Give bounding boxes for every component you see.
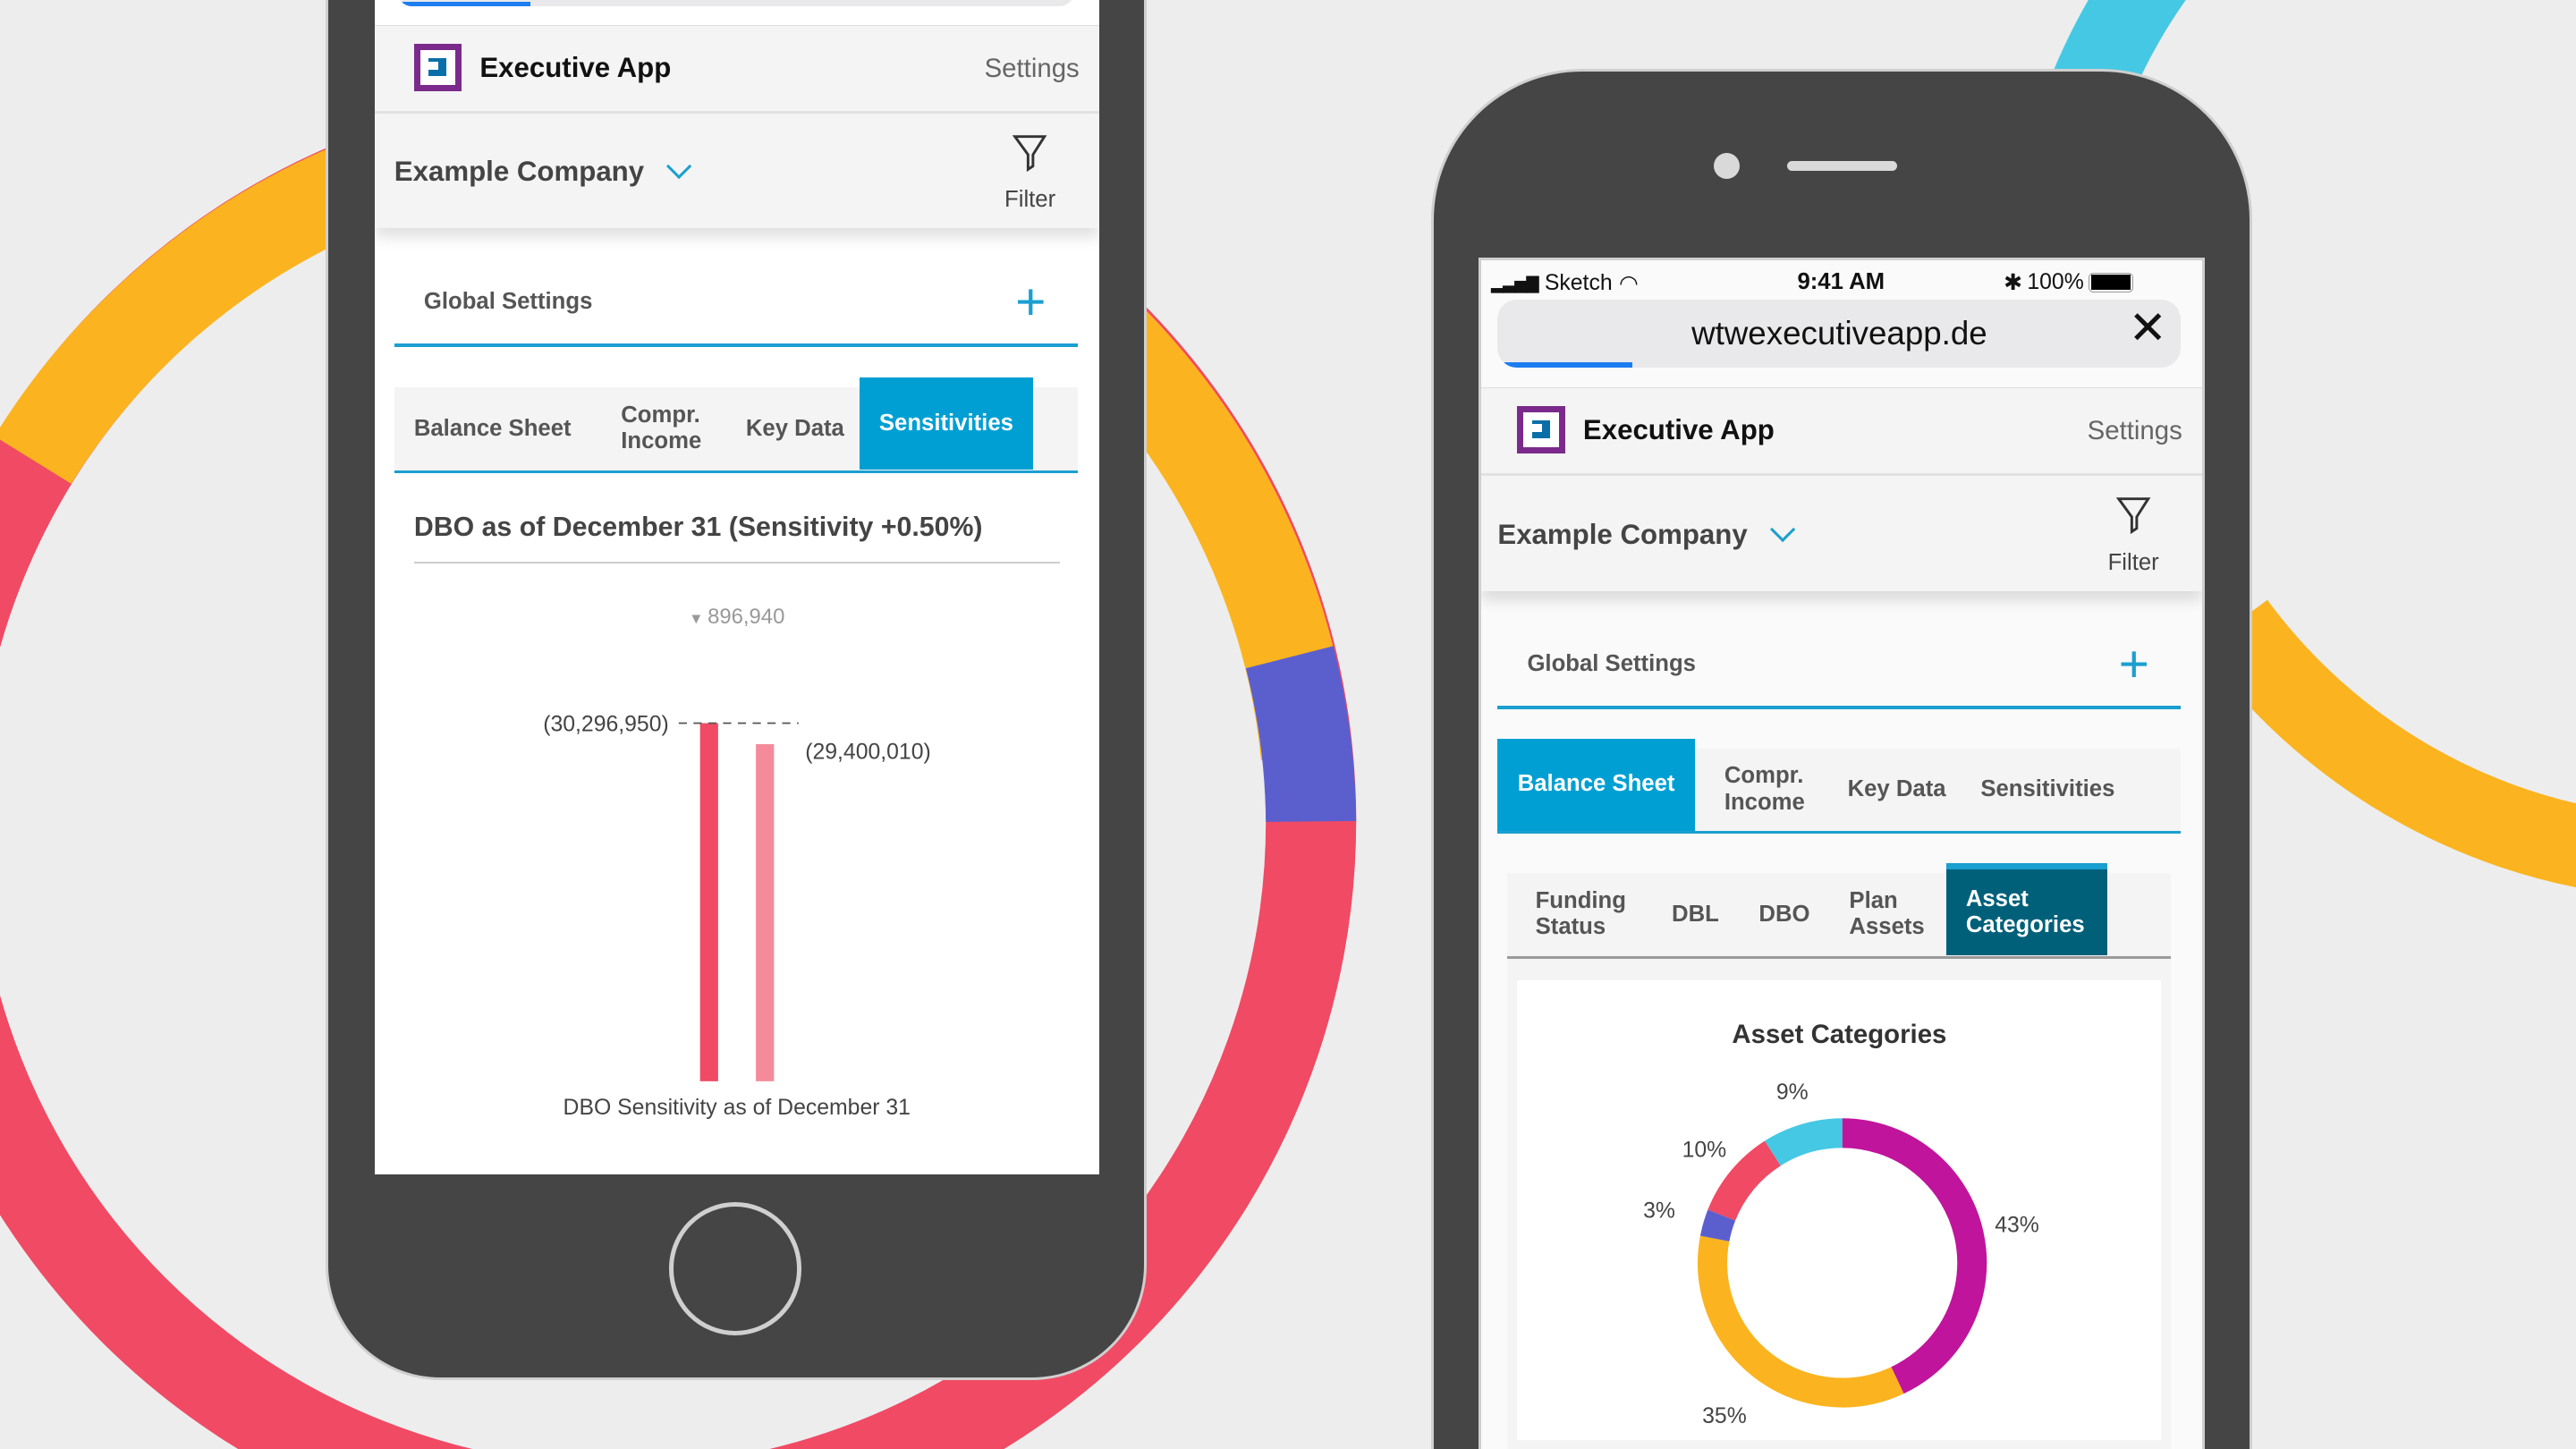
tab-balance-sheet[interactable]: Balance Sheet (1497, 738, 1695, 831)
bar-label-0: (30,296,950) (543, 712, 669, 736)
close-icon[interactable]: ✕ (2128, 301, 2167, 353)
camera (1713, 152, 1741, 180)
company-bar: Example Company Filter (374, 113, 1099, 229)
main-tabs: Balance Sheet Compr. Income Key Data Sen… (1497, 738, 2182, 835)
status-left: ▂▃▅▇ Sketch ◠ (1491, 270, 1639, 297)
wifi-icon: ◠ (1618, 272, 1639, 297)
app-title: Executive App (1582, 414, 1775, 446)
carrier: Sketch (1544, 271, 1613, 296)
filter-label[interactable]: Filter (2107, 549, 2159, 575)
app-logo (413, 43, 462, 91)
panel-title: DBO as of December 31 (Sensitivity +0.50… (413, 513, 983, 543)
load-progress (1504, 362, 1632, 368)
subtab-funding-status[interactable]: Funding Status (1535, 887, 1626, 940)
tab-sensitivities[interactable]: Sensitivities (1980, 775, 2115, 801)
divider (1497, 706, 2182, 709)
app-header: Executive App Settings (374, 24, 1099, 114)
right-screen: ▂▃▅▇ Sketch ◠ 9:41 AM ✱ 100% wtwexecutiv… (1479, 258, 2205, 1449)
filter-icon[interactable] (1012, 133, 1047, 173)
url-text[interactable]: wtwexecutiveapp.de (1691, 314, 1987, 352)
tab-compr-income[interactable]: Compr. Income (1724, 763, 1805, 815)
donut-label-3: 10% (1682, 1138, 1727, 1162)
signal-icon: ▂▃▅▇ (1491, 274, 1538, 293)
donut-slice-4 (1765, 1118, 1843, 1166)
load-progress (402, 1, 531, 7)
chevron-down-icon[interactable] (666, 154, 692, 180)
app-header: Executive App Settings (1481, 386, 2202, 476)
tab-balance-sheet[interactable]: Balance Sheet (413, 415, 572, 441)
status-right: ✱ 100% (2004, 269, 2133, 296)
company-bar: Example Company Filter (1481, 475, 2202, 591)
settings-link[interactable]: Settings (984, 53, 1080, 83)
down-triangle-icon: ▼ (689, 609, 708, 627)
delta-annotation: ▼ 896,940 (375, 605, 1099, 630)
donut-label-2: 3% (1644, 1199, 1676, 1223)
subtab-plan-assets[interactable]: Plan Assets (1849, 887, 1925, 940)
company-selector[interactable]: Example Company (394, 156, 645, 188)
app-title: Executive App (479, 51, 672, 83)
sub-tabs: Funding Status DBL DBO Plan Assets Asset… (1507, 863, 2172, 959)
filter-label[interactable]: Filter (1004, 187, 1056, 213)
ring-right-orange-arc (2200, 599, 2576, 888)
tab-compr-income[interactable]: Compr. Income (621, 402, 702, 454)
home-button[interactable] (668, 1202, 802, 1336)
tab-sensitivities[interactable]: Sensitivities (859, 377, 1034, 470)
global-settings-label[interactable]: Global Settings (423, 289, 593, 315)
plus-icon[interactable]: + (2118, 634, 2149, 693)
url-bar[interactable]: wtwexecutiveapp.de ✕ (1497, 300, 2182, 368)
donut-slice-0 (1842, 1118, 1987, 1394)
subtab-dbl[interactable]: DBL (1672, 901, 1719, 927)
donut-slice-1 (1698, 1235, 1904, 1408)
tab-key-data[interactable]: Key Data (745, 415, 844, 441)
main-tabs: Balance Sheet Compr. Income Key Data Sen… (394, 377, 1078, 473)
status-time: 9:41 AM (1797, 268, 1885, 294)
global-settings-label[interactable]: Global Settings (1527, 651, 1696, 677)
settings-link[interactable]: Settings (2087, 416, 2182, 445)
delta-value: 896,940 (708, 604, 785, 629)
filter-icon[interactable] (2115, 496, 2151, 535)
subtab-dbo[interactable]: DBO (1758, 901, 1810, 927)
left-screen: Executive App Settings Example Company F… (374, 0, 1099, 1175)
tab-key-data[interactable]: Key Data (1847, 775, 1946, 801)
donut-slice-2 (1700, 1209, 1736, 1242)
bar-0 (699, 723, 718, 1081)
chart-card: Asset Categories 43% 35% 3% 10% 9% (1517, 979, 2162, 1441)
bar-label-1: (29,400,010) (805, 740, 931, 764)
app-logo (1517, 405, 1565, 454)
donut-label-1: 35% (1703, 1404, 1748, 1428)
battery-percent: 100% (2027, 269, 2084, 294)
donut-label-4: 9% (1776, 1080, 1809, 1105)
divider (394, 343, 1078, 347)
donut-title: Asset Categories (1732, 1019, 1947, 1049)
subtab-asset-categories[interactable]: Asset Categories (1945, 863, 2107, 956)
title-divider (413, 562, 1060, 564)
company-selector[interactable]: Example Company (1497, 518, 1748, 550)
bluetooth-icon: ✱ (2004, 270, 2022, 295)
bar-1 (755, 743, 775, 1081)
plus-icon[interactable]: + (1015, 272, 1046, 331)
chart-xlabel: DBO Sensitivity as of December 31 (563, 1096, 911, 1121)
chevron-down-icon[interactable] (1769, 516, 1796, 542)
dbo-sensitivity-chart: (30,296,950) (29,400,010) (543, 712, 931, 1081)
url-bar[interactable] (397, 0, 1075, 7)
asset-categories-donut: 43% 35% 3% 10% 9% (1644, 1080, 2040, 1428)
donut-slice-3 (1707, 1140, 1782, 1221)
battery-icon (2089, 272, 2133, 292)
ring-left-indigo-arc (1245, 646, 1357, 823)
speaker (1787, 160, 1898, 171)
donut-label-0: 43% (1996, 1213, 2040, 1237)
